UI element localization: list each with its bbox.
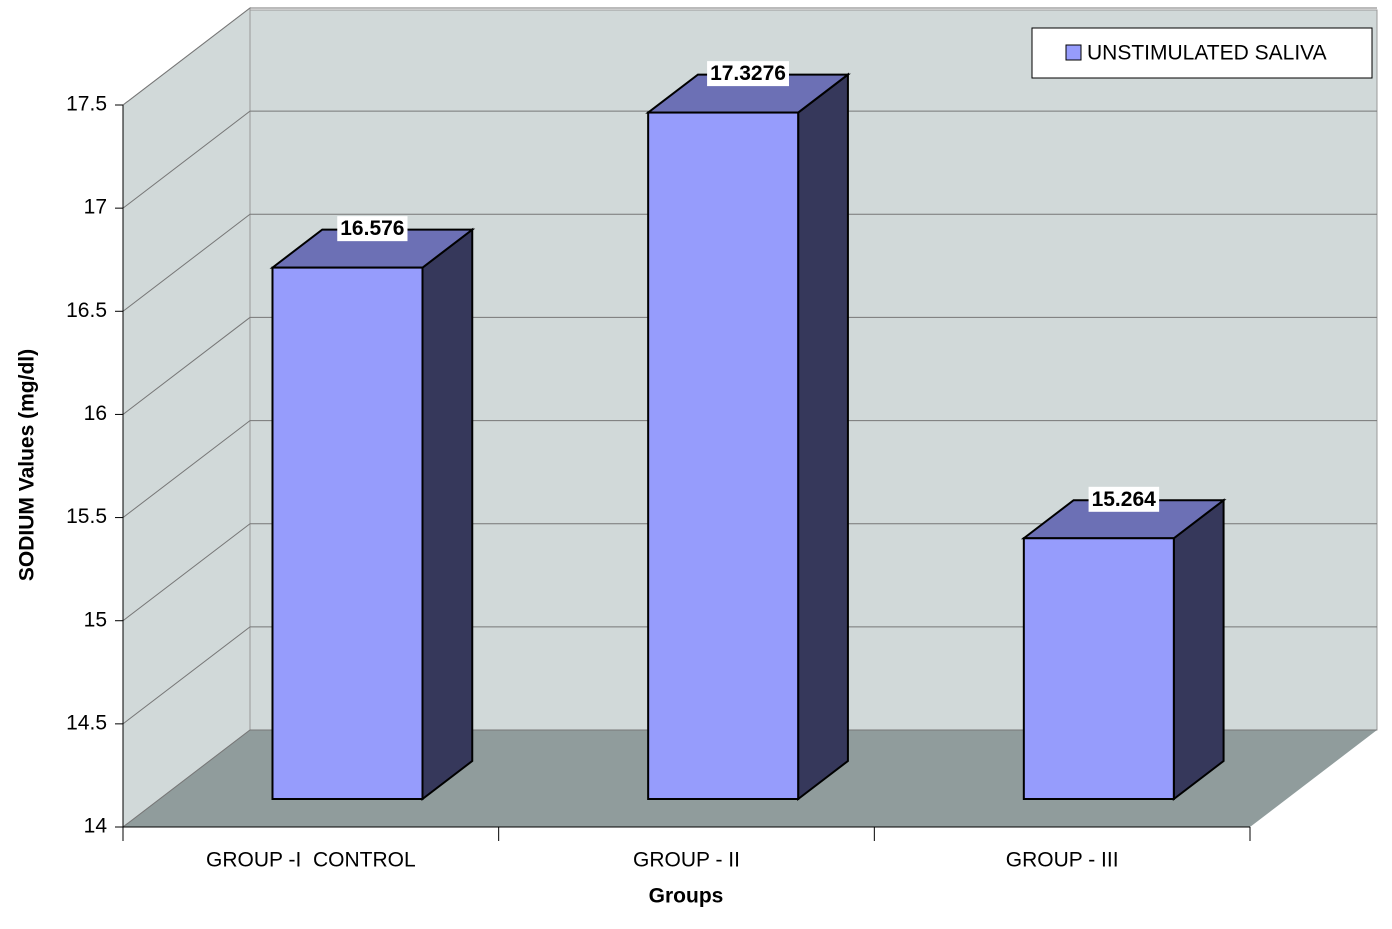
- bar: [1022, 537, 1175, 801]
- bar: [271, 266, 424, 801]
- y-tick-label: 15: [84, 608, 107, 631]
- grid-line: [122, 213, 1377, 312]
- x-tick-label: GROUP - III: [1006, 849, 1119, 872]
- bar-side: [421, 227, 474, 802]
- y-tick-label: 17: [84, 196, 107, 219]
- y-tick-label: 14.5: [66, 711, 107, 734]
- bar-side: [1172, 498, 1225, 802]
- y-tick-label: 14: [84, 815, 108, 838]
- x-tick-label: GROUP - II: [633, 849, 740, 872]
- grid-line: [122, 316, 1377, 415]
- y-axis-title: SODIUM Values (mg/dl): [16, 349, 39, 581]
- x-axis-title: Groups: [649, 885, 724, 908]
- value-label-bg: [337, 216, 408, 242]
- legend: [1031, 27, 1373, 79]
- y-tick-label: 15.5: [66, 505, 107, 528]
- side-wall: [122, 6, 251, 829]
- value-label: 15.264: [1092, 488, 1157, 511]
- grid-line: [122, 420, 1377, 518]
- bar: [647, 111, 800, 800]
- grid-line: [122, 110, 1377, 209]
- grid-line: [122, 626, 1377, 725]
- x-tick-label: GROUP -I CONTROL: [206, 849, 416, 872]
- bar-side: [797, 72, 849, 802]
- y-tick-label: 16: [84, 402, 107, 425]
- grid-line: [122, 729, 1377, 828]
- legend-swatch: [1065, 44, 1082, 61]
- plot: [269, 72, 1227, 802]
- value-label-bg: [1088, 486, 1160, 512]
- grid: [122, 7, 1377, 828]
- value-label: 16.576: [340, 217, 404, 240]
- grid-line: [122, 523, 1377, 622]
- value-label: 17.3276: [710, 62, 786, 85]
- value-label-bg: [707, 61, 789, 87]
- grid-line: [122, 7, 1377, 106]
- legend-label: UNSTIMULATED SALIVA: [1087, 42, 1327, 65]
- y-tick-label: 17.5: [66, 93, 107, 116]
- y-tick-label: 16.5: [66, 299, 107, 322]
